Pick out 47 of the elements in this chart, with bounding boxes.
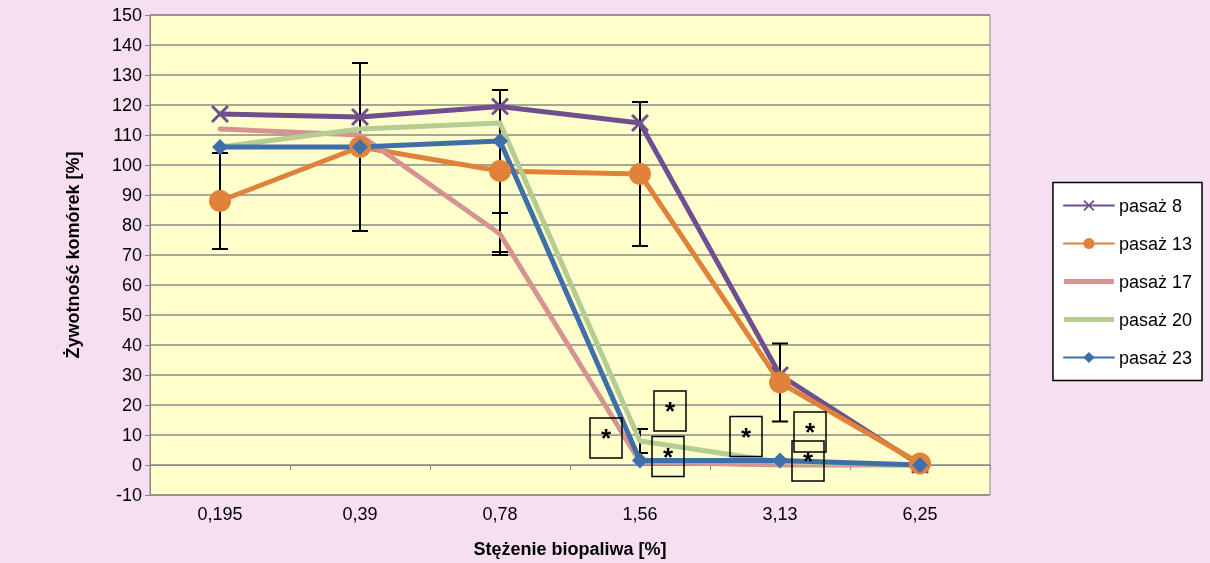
point <box>492 133 508 149</box>
annotation: * <box>740 421 752 452</box>
y-axis-title: Żywotność komórek [%] <box>63 151 83 359</box>
point <box>351 108 369 126</box>
x-tick-label: 0,39 <box>342 504 378 524</box>
legend-label: pasaż 20 <box>1118 309 1193 330</box>
y-tick-label: 30 <box>121 365 142 385</box>
annotation: * <box>662 441 674 472</box>
y-tick-label: 150 <box>111 5 142 25</box>
x-tick-label: 1,56 <box>622 504 658 524</box>
y-tick-label: -10 <box>115 485 142 505</box>
y-tick-label: 20 <box>121 395 142 415</box>
x-tick-label: 6,25 <box>902 504 938 524</box>
point <box>772 452 788 469</box>
point <box>211 105 229 123</box>
point <box>209 190 231 212</box>
y-tick-label: 140 <box>111 35 142 55</box>
point <box>489 160 511 182</box>
y-tick-label: 70 <box>121 245 142 265</box>
y-tick-label: 40 <box>121 335 142 355</box>
point <box>769 371 791 394</box>
annotation: * <box>804 417 816 447</box>
x-tick-label: 0,195 <box>197 504 243 524</box>
y-tick-label: 100 <box>111 155 142 175</box>
legend-label: pasaż 8 <box>1118 195 1182 216</box>
point <box>629 163 651 185</box>
x-tick-label: 3,13 <box>762 504 798 524</box>
y-tick-label: 80 <box>121 215 142 235</box>
y-tick-label: 110 <box>113 125 142 145</box>
x-tick-label: 0,78 <box>482 504 518 524</box>
legend-label: pasaż 17 <box>1118 271 1193 292</box>
y-tick-label: 90 <box>121 185 142 205</box>
y-tick-label: 10 <box>121 425 142 445</box>
legend-label: pasaż 23 <box>1118 347 1193 368</box>
y-tick-label: 0 <box>131 455 142 475</box>
point <box>212 139 228 155</box>
annotation: * <box>664 396 676 426</box>
y-tick-label: 50 <box>121 305 142 325</box>
point <box>631 114 649 132</box>
annotation: * <box>600 423 612 453</box>
x-axis-title: Stężenie biopaliwa [%] <box>473 539 667 559</box>
point <box>632 452 648 469</box>
y-tick-label: 60 <box>121 275 142 295</box>
y-tick-label: 130 <box>111 65 142 85</box>
y-tick-label: 120 <box>111 95 142 115</box>
point <box>491 97 509 116</box>
legend-label: pasaż 13 <box>1118 233 1193 254</box>
